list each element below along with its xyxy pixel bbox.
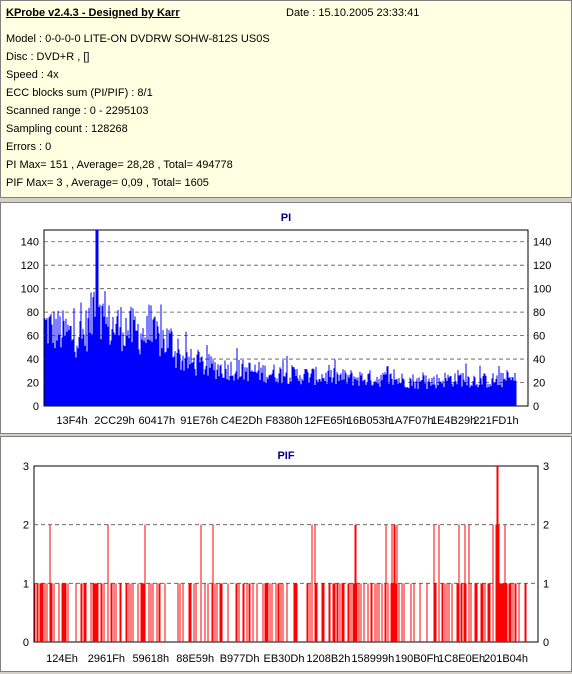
pi-xtick: 91E76h bbox=[180, 415, 218, 427]
pi-ytick-left: 80 bbox=[27, 307, 39, 319]
pi-ytick-left: 100 bbox=[21, 284, 39, 296]
pif-ytick-right: 0 bbox=[543, 637, 549, 649]
pi-ytick-right: 0 bbox=[533, 401, 539, 413]
info-ecc: ECC blocks sum (PI/PIF) : 8/1 bbox=[6, 87, 153, 99]
pi-ytick-left: 120 bbox=[21, 260, 39, 272]
pi-ytick-right: 140 bbox=[533, 237, 551, 249]
pif-ytick-right: 1 bbox=[543, 578, 549, 590]
pi-ytick-right: 40 bbox=[533, 354, 545, 366]
pi-xtick: C4E2Dh bbox=[221, 415, 263, 427]
scan-date: Date : 15.10.2005 23:33:41 bbox=[286, 7, 420, 19]
pi-xtick: 13F4h bbox=[56, 415, 87, 427]
pi-ytick-right: 120 bbox=[533, 260, 551, 272]
pif-title: PIF bbox=[277, 450, 294, 462]
pif-xtick: 59618h bbox=[132, 653, 169, 665]
pif-ytick-left: 3 bbox=[23, 461, 29, 473]
pi-ytick-right: 60 bbox=[533, 331, 545, 343]
pi-xtick: 221FD1h bbox=[473, 415, 518, 427]
app-title: KProbe v2.4.3 - Designed by Karr bbox=[6, 7, 180, 19]
pif-xtick: EB30Dh bbox=[264, 653, 305, 665]
pif-xtick: 1208B2h bbox=[306, 653, 350, 665]
pi-xtick: F8380h bbox=[265, 415, 302, 427]
pif-xtick: 88E59h bbox=[176, 653, 214, 665]
pi-ytick-right: 20 bbox=[533, 378, 545, 390]
info-speed: Speed : 4x bbox=[6, 69, 59, 81]
pi-ytick-left: 20 bbox=[27, 378, 39, 390]
pif-xtick: 124Eh bbox=[46, 653, 78, 665]
pif-ytick-left: 1 bbox=[23, 578, 29, 590]
pi-ytick-left: 140 bbox=[21, 237, 39, 249]
info-panel: KProbe v2.4.3 - Designed by Karr Date : … bbox=[0, 0, 572, 198]
pi-ytick-left: 60 bbox=[27, 331, 39, 343]
pif-ytick-left: 2 bbox=[23, 520, 29, 532]
pif-ytick-left: 0 bbox=[23, 637, 29, 649]
pif-xtick: 190B0Fh bbox=[395, 653, 440, 665]
pi-xtick: 2CC29h bbox=[94, 415, 134, 427]
pi-title: PI bbox=[281, 212, 291, 224]
pi-xtick: 1E4B29h bbox=[431, 415, 476, 427]
pif-ytick-right: 3 bbox=[543, 461, 549, 473]
pi-ytick-right: 100 bbox=[533, 284, 551, 296]
info-pif-stats: PIF Max= 3 , Average= 0,09 , Total= 1605 bbox=[6, 177, 209, 189]
pi-chart-panel: PI 0 0 20 20 40 40 60 60 80 80 100 100 120 120 140 140 13… bbox=[0, 202, 572, 434]
pi-chart: PI 0 0 20 20 40 40 60 60 80 80 100 100 120 120 140 140 13… bbox=[21, 212, 552, 427]
info-sampling: Sampling count : 128268 bbox=[6, 123, 128, 135]
pi-ytick-left: 0 bbox=[33, 401, 39, 413]
pif-ytick-right: 2 bbox=[543, 520, 549, 532]
pif-xtick: 158999h bbox=[351, 653, 394, 665]
pif-xtick: 2961Fh bbox=[88, 653, 125, 665]
info-model: Model : 0-0-0-0 LITE-ON DVDRW SOHW-812S … bbox=[6, 33, 270, 45]
pi-xtick: 1A7F07h bbox=[389, 415, 434, 427]
pi-xtick: 12FE65h bbox=[304, 415, 349, 427]
pif-chart-panel: PIF 0 0 1 1 2 2 3 3 124Eh 2961Fh 59618h 88E59h B977Dh… bbox=[0, 436, 572, 672]
pi-ytick-left: 40 bbox=[27, 354, 39, 366]
pi-xtick: 60417h bbox=[138, 415, 175, 427]
pif-xtick: 1C8E0Eh bbox=[438, 653, 485, 665]
info-pi-stats: PI Max= 151 , Average= 28,28 , Total= 49… bbox=[6, 159, 233, 171]
pi-xtick: 16B053h bbox=[347, 415, 391, 427]
pif-xtick: 201B04h bbox=[484, 653, 528, 665]
info-disc: Disc : DVD+R , [] bbox=[6, 51, 90, 63]
pi-ytick-right: 80 bbox=[533, 307, 545, 319]
info-range: Scanned range : 0 - 2295103 bbox=[6, 105, 149, 117]
pif-plot-area bbox=[33, 465, 539, 643]
info-errors: Errors : 0 bbox=[6, 141, 52, 153]
pif-xtick: B977Dh bbox=[220, 653, 260, 665]
pif-chart: PIF 0 0 1 1 2 2 3 3 124Eh 2961Fh 59618h 88E59h B977Dh… bbox=[23, 450, 549, 665]
